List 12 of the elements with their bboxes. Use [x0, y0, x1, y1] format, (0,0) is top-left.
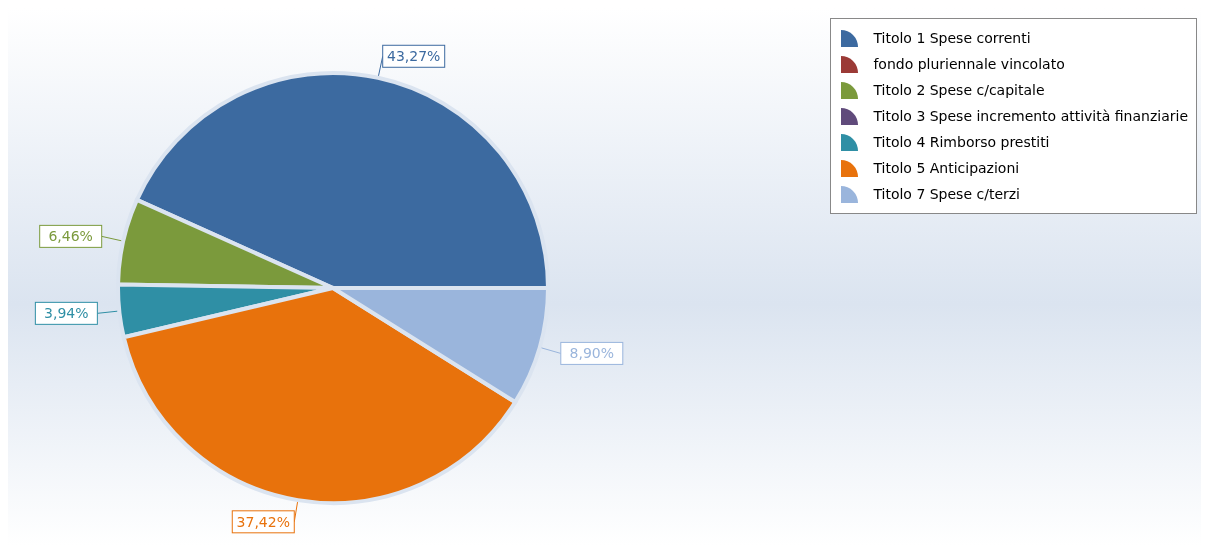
legend-label: fondo pluriennale vincolato: [873, 56, 1065, 72]
legend-label: Titolo 1 Spese correnti: [873, 30, 1031, 46]
legend-label: Titolo 7 Spese c/terzi: [873, 186, 1020, 202]
data-label: 3,94%: [44, 305, 89, 322]
data-label: 43,27%: [387, 48, 441, 65]
legend-label: Titolo 5 Anticipazioni: [873, 160, 1020, 176]
data-label: 37,42%: [236, 513, 290, 530]
data-label: 6,46%: [48, 228, 93, 245]
data-label: 8,90%: [569, 345, 615, 362]
legend-label: Titolo 3 Spese incremento attività finanziarie: [873, 108, 1188, 124]
legend-label: Titolo 4 Rimborso prestiti: [873, 134, 1050, 150]
legend-label: Titolo 2 Spese c/capitale: [873, 82, 1045, 98]
